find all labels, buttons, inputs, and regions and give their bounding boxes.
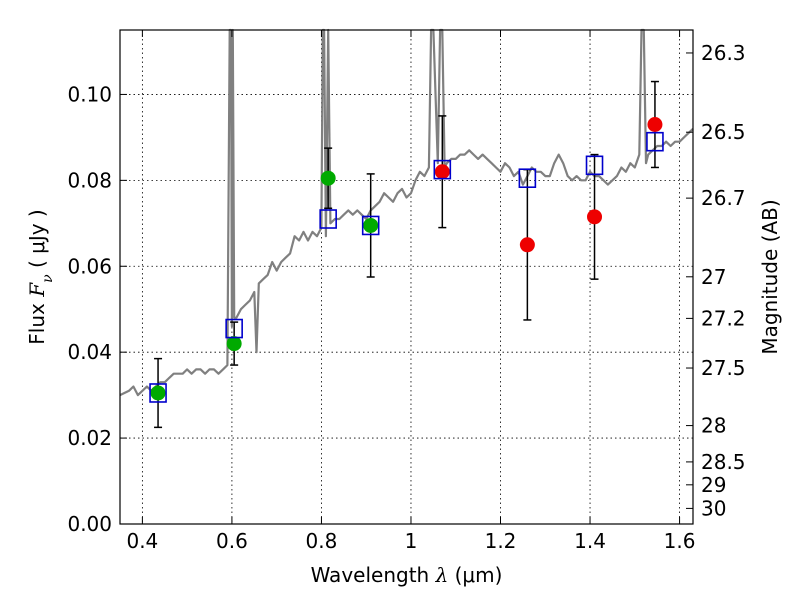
model-band-square [319,209,337,229]
x-tick-label: 0.8 [306,529,338,553]
x-tick-label: 1.4 [574,529,606,553]
plot-frame [119,29,694,525]
y2-tick-label: 26.7 [701,186,746,210]
y2-tick-label: 27.2 [701,306,746,330]
nir-data-point [434,164,450,180]
y-tick-label: 0.04 [67,340,112,364]
x-axis-title-symbol: λ [435,563,449,587]
model-band-square [585,155,604,176]
y2-tick-label: 26.3 [701,41,746,65]
y-axis-title-prefix: Flux [25,297,49,345]
y2-tick-label: 27.5 [701,356,746,380]
y2-tick-label: 27 [701,265,726,289]
model-band-square [518,168,537,188]
sed-layer [119,28,694,397]
y2-tick-label: 29 [701,473,726,497]
y-axis-title-subscript: ν [40,274,56,283]
tick-layer: 0.4 0.6 0.8 1 1.2 1.4 1.6 0.00 0.02 0.04 0.06 0.08 0… [67,30,746,553]
model-band-square [433,159,452,180]
y-axis-title-unit: ( μJy ) [25,209,49,274]
y-axis-title-symbol: F [25,282,49,298]
optical-data-point [320,170,336,186]
model-sed-line [119,28,694,397]
optical-data-point [363,217,379,233]
grid-layer [120,30,693,524]
y-tick-label: 0.08 [67,168,112,192]
x-tick-label: 1 [405,529,418,553]
y-axis-title: Flux Fν ( μJy ) [25,209,56,344]
x-tick-label: 1.6 [664,529,696,553]
x-tick-label: 0.4 [126,529,158,553]
x-tick-label: 0.6 [216,529,248,553]
optical-data-point [150,385,166,401]
model-band-square [361,215,380,236]
x-axis-title-prefix: Wavelength [311,563,436,587]
y2-tick-label: 28 [701,414,726,438]
y2-tick-label: 26.5 [701,120,746,144]
y-tick-label: 0.06 [67,254,112,278]
optical-data-point [226,336,242,352]
y2-axis-title: Magnitude (AB) [758,199,782,354]
y-tick-label: 0.00 [67,512,112,536]
x-axis-title-unit: (μm) [448,563,502,587]
x-tick-label: 1.2 [485,529,517,553]
model-band-square [646,131,664,152]
square-layer [149,131,664,403]
nir-data-point [647,117,663,133]
y2-tick-label: 30 [701,496,726,520]
model-band-square [225,318,243,339]
y-tick-label: 0.10 [67,82,112,106]
x-axis-title: Wavelength λ (μm) [311,563,503,587]
nir-data-point [519,237,535,253]
model-band-square [149,383,167,403]
nir-data-point [587,209,603,225]
marker-layer [150,117,663,401]
y-tick-label: 0.02 [67,426,112,450]
y2-tick-label: 28.5 [701,450,746,474]
